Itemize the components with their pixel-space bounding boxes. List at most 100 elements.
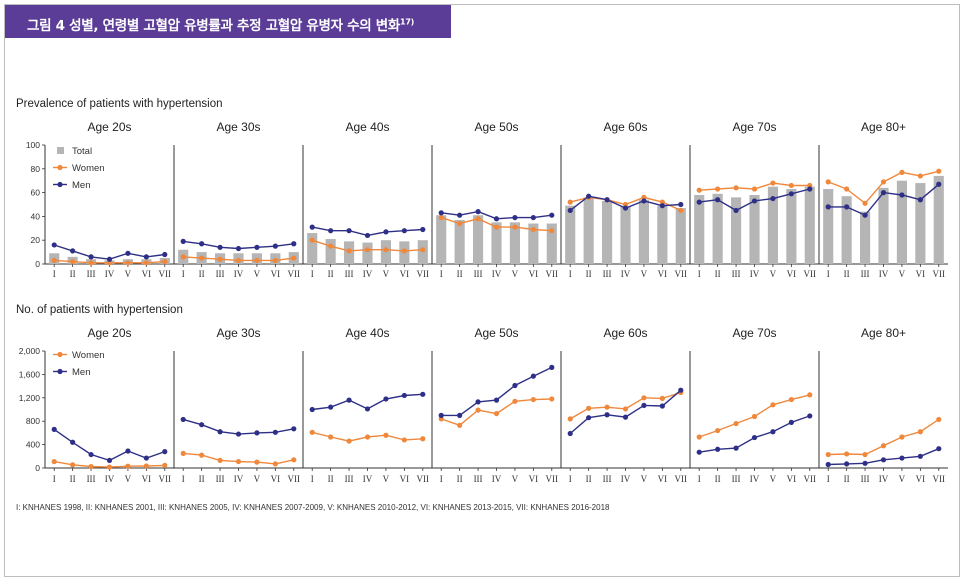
patients-point-women [788, 396, 794, 403]
prevalence-x-tick-label: V [512, 269, 519, 279]
prevalence-panel-title: Age 60s [603, 120, 647, 134]
patients-x-tick-label: IV [105, 474, 115, 484]
prevalence-x-tick-label: II [844, 269, 850, 279]
prevalence-x-tick-label: VII [804, 269, 817, 279]
prevalence-x-tick-label: III [87, 269, 96, 279]
patients-point-women [917, 429, 923, 435]
patients-x-tick-label: V [899, 474, 906, 484]
patients-point-women [880, 443, 887, 449]
patients-point-women [659, 395, 665, 401]
patients-y-tick-label: 1,200 [19, 393, 41, 403]
prevalence-point-men [143, 254, 149, 260]
patients-x-tick-label: VII [546, 474, 559, 484]
prevalence-panel-title: Age 70s [732, 120, 776, 134]
patients-y-tick-label: 1,600 [19, 369, 41, 379]
prevalence-x-tick-label: V [770, 269, 777, 279]
prevalence-legend-label: Men [72, 180, 90, 191]
patients-x-tick-label: II [586, 474, 592, 484]
prevalence-point-men [715, 197, 721, 203]
patients-point-women [512, 398, 518, 404]
patients-point-men [936, 446, 942, 452]
prevalence-point-women [475, 216, 481, 222]
prevalence-x-tick-label: II [715, 269, 721, 279]
prevalence-bar-total [896, 180, 907, 264]
patients-point-men [493, 397, 500, 403]
patients-point-men [567, 430, 573, 437]
patients-x-tick-label: III [216, 474, 225, 484]
prevalence-bar-total [915, 183, 926, 264]
patients-point-women [401, 437, 407, 443]
patients-point-men [641, 402, 647, 409]
prevalence-point-women [420, 247, 426, 253]
prevalence-point-men [678, 201, 684, 208]
prevalence-panel-title: Age 80+ [861, 120, 906, 134]
prevalence-chart-title: Prevalence of patients with hypertension [16, 98, 222, 110]
patients-point-men [346, 397, 352, 403]
figure-title: 그림 4 성별, 연령별 고혈압 유병률과 추정 고혈압 유병자 수의 변화17… [27, 17, 414, 35]
prevalence-x-tick-label: V [383, 269, 390, 279]
prevalence-point-men [880, 190, 887, 196]
patients-x-tick-label: VII [804, 474, 817, 484]
prevalence-bar-total [546, 223, 557, 264]
prevalence-point-men [291, 241, 297, 247]
prevalence-bar-total [602, 200, 613, 264]
patients-y-tick-label: 400 [26, 440, 40, 450]
patients-chart-title: No. of patients with hypertension [16, 304, 183, 316]
patients-point-men [770, 429, 776, 435]
patients-point-men [51, 426, 57, 432]
patients-x-tick-label: IV [492, 474, 502, 484]
prevalence-point-men [346, 228, 352, 234]
prevalence-x-tick-label: IV [750, 269, 760, 279]
patients-point-men [125, 448, 131, 454]
patients-point-women [696, 434, 702, 440]
prevalence-bar-total [841, 196, 852, 264]
patients-x-tick-label: II [844, 474, 850, 484]
patients-panel-title: Age 50s [474, 326, 518, 340]
patients-point-women [862, 451, 868, 458]
prevalence-point-men [604, 197, 610, 203]
patients-point-men [364, 406, 371, 412]
patients-point-men [825, 461, 831, 468]
patients-x-tick-label: III [732, 474, 741, 484]
prevalence-bar-total [694, 194, 705, 264]
prevalence-point-men [825, 204, 831, 210]
prevalence-x-tick-label: IV [105, 269, 115, 279]
prevalence-point-women [457, 220, 463, 227]
prevalence-point-men [844, 204, 850, 210]
prevalence-point-men [493, 216, 500, 222]
prevalence-bar-total [528, 223, 539, 264]
prevalence-point-women [51, 257, 57, 264]
prevalence-bar-total [638, 199, 649, 264]
patients-point-women [180, 450, 186, 456]
figure-frame: 그림 4 성별, 연령별 고혈압 유병률과 추정 고혈압 유병자 수의 변화17… [4, 4, 960, 577]
patients-point-women [199, 452, 205, 458]
prevalence-x-tick-label: VI [787, 269, 797, 279]
patients-point-men [844, 461, 850, 467]
patients-point-men [272, 429, 278, 435]
patients-point-women [567, 416, 573, 422]
prevalence-x-tick-label: VI [916, 269, 926, 279]
patients-x-tick-label: I [569, 474, 572, 484]
prevalence-point-men [162, 251, 168, 258]
prevalence-point-men [401, 228, 407, 234]
prevalence-x-tick-label: I [698, 269, 701, 279]
prevalence-bar-total [583, 197, 594, 264]
patients-point-women [844, 451, 850, 457]
patients-point-men [862, 460, 868, 466]
patients-point-women [770, 402, 776, 408]
prevalence-bar-total [620, 206, 631, 264]
patients-point-women [936, 416, 942, 423]
patients-point-women [622, 406, 629, 412]
prevalence-bar-total [509, 222, 520, 264]
prevalence-bar-total [307, 233, 318, 264]
prevalence-point-women [217, 256, 223, 262]
prevalence-point-men [125, 250, 131, 256]
prevalence-legend-marker-women [57, 164, 63, 171]
prevalence-point-women [530, 226, 536, 233]
patients-x-tick-label: V [641, 474, 648, 484]
patients-point-men [788, 419, 794, 425]
patients-point-women [51, 458, 57, 465]
patients-point-men [199, 422, 205, 428]
prevalence-point-men [549, 212, 555, 218]
